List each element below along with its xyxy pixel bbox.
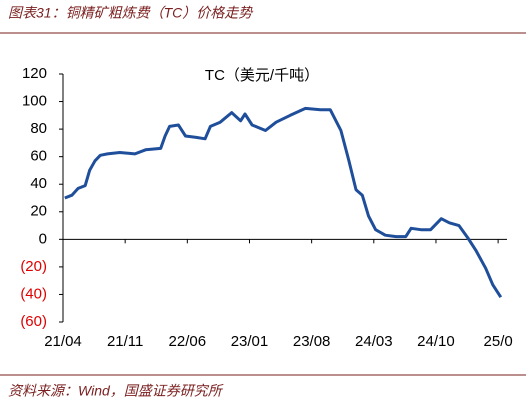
figure-title: 图表31：铜精矿粗炼费（TC）价格走势 xyxy=(8,5,254,21)
y-tick-label: 0 xyxy=(39,230,47,247)
y-tick-label: 80 xyxy=(30,120,47,137)
x-tick-label: 22/06 xyxy=(169,333,207,350)
x-tick-label: 25/0 xyxy=(484,333,513,350)
y-tick-label: (20) xyxy=(20,258,47,275)
chart-title: TC（美元/千吨） xyxy=(205,67,319,84)
x-tick-label: 24/03 xyxy=(355,333,393,350)
y-tick-label: (40) xyxy=(20,285,47,302)
y-tick-label: 120 xyxy=(22,65,47,82)
x-tick-label: 23/08 xyxy=(293,333,331,350)
y-tick-label: 100 xyxy=(22,93,47,110)
x-tick-label: 23/01 xyxy=(231,333,269,350)
x-tick-label: 24/10 xyxy=(417,333,455,350)
y-tick-label: 20 xyxy=(30,203,47,220)
y-tick-label: 60 xyxy=(30,148,47,165)
x-tick-label: 21/11 xyxy=(107,333,143,350)
x-tick-label: 21/04 xyxy=(44,333,82,350)
y-tick-label: 40 xyxy=(30,175,47,192)
source: 资料来源：Wind，国盛证券研究所 xyxy=(8,383,224,399)
line-series xyxy=(64,106,503,299)
y-tick-label: (60) xyxy=(20,313,47,330)
